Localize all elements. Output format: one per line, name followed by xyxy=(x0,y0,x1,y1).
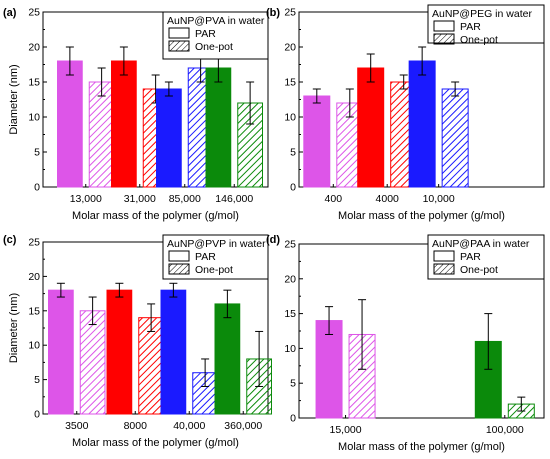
panel-peg: 0 5 10 15 20 25 (b) 400 4000 10,000 Molar mass of … xyxy=(266,4,545,222)
legend-swatch-par xyxy=(168,250,190,262)
panel-paa: 0 5 10 15 20 25 (d) 15,000 100,000 Molar mass of … xyxy=(266,234,545,453)
y-tick-label: 10 xyxy=(28,340,40,352)
x-axis-title: Molar mass of the polymer (g/mol) xyxy=(338,210,505,222)
y-tick-label: 15 xyxy=(28,77,40,89)
bar-par-2 xyxy=(111,60,137,188)
legend-entry-par: PAR xyxy=(195,28,216,40)
bar-par-4 xyxy=(205,67,232,188)
bar-par-1 xyxy=(315,320,343,419)
y-tick-label: 0 xyxy=(290,182,296,194)
y-tick-label: 20 xyxy=(28,42,40,54)
bar-par-3 xyxy=(408,60,436,188)
panel-label: (d) xyxy=(266,234,280,246)
bar-par-1 xyxy=(57,60,83,188)
x-tick-label: 85,000 xyxy=(169,193,201,205)
x-axis-title: Molar mass of the polymer (g/mol) xyxy=(72,210,239,222)
legend-title: AuNP@PEG in water xyxy=(432,8,532,20)
legend-entry-par: PAR xyxy=(460,21,481,33)
x-axis-title: Molar mass of the polymer (g/mol) xyxy=(72,437,239,449)
legend-entry-one-pot: One-pot xyxy=(460,264,498,276)
x-tick-label: 400 xyxy=(325,193,343,205)
legend-swatch-one-pot xyxy=(168,40,190,52)
y-tick-label: 25 xyxy=(284,239,296,251)
panel-pvp: 0 5 10 15 20 25 Diameter (nm) (c) 3500 8000 40,000… xyxy=(3,234,272,449)
x-tick-label: 8000 xyxy=(124,420,148,432)
bar-par-1 xyxy=(48,289,74,415)
y-tick-label: 5 xyxy=(34,147,40,159)
bar-one-pot-3 xyxy=(441,88,469,188)
x-tick-label: 15,000 xyxy=(329,424,361,436)
y-tick-label: 10 xyxy=(284,112,296,124)
y-tick-label: 15 xyxy=(284,308,296,320)
legend-entry-par: PAR xyxy=(460,251,481,263)
y-tick-label: 0 xyxy=(34,409,40,421)
y-tick-label: 5 xyxy=(290,378,296,390)
x-tick-label: 3500 xyxy=(65,420,89,432)
x-tick-label: 146,000 xyxy=(215,193,253,205)
legend-swatch-one-pot xyxy=(168,263,190,275)
y-tick-label: 20 xyxy=(284,42,296,54)
bar-one-pot-1 xyxy=(88,81,115,188)
panel-pva: 0 5 10 15 20 25 Diameter (nm) (a) 13,000 31,000 85… xyxy=(3,7,269,222)
bar-par-3 xyxy=(156,88,182,188)
legend-swatch-one-pot xyxy=(433,263,455,275)
y-tick-label: 25 xyxy=(284,7,296,19)
bar-one-pot-1 xyxy=(79,310,106,415)
y-tick-label: 25 xyxy=(28,7,40,19)
bar-par-3 xyxy=(160,289,187,415)
x-tick-label: 4000 xyxy=(376,193,400,205)
y-tick-label: 15 xyxy=(28,305,40,317)
y-tick-label: 5 xyxy=(290,147,296,159)
y-tick-label: 25 xyxy=(28,237,40,249)
x-tick-label: 13,000 xyxy=(70,193,102,205)
y-tick-label: 0 xyxy=(34,182,40,194)
panel-label: (c) xyxy=(3,234,17,246)
bar-par-1 xyxy=(303,95,331,188)
bar-one-pot-2 xyxy=(138,317,164,415)
panel-label: (b) xyxy=(266,7,280,19)
legend-title: AuNP@PVA in water xyxy=(167,15,265,27)
y-tick-label: 20 xyxy=(284,273,296,285)
y-tick-label: 15 xyxy=(284,77,296,89)
legend-title: AuNP@PAA in water xyxy=(432,238,530,250)
legend-swatch-par xyxy=(433,250,455,262)
legend-entry-par: PAR xyxy=(195,251,216,263)
y-axis-title: Diameter (nm) xyxy=(8,293,20,363)
bar-par-2 xyxy=(357,67,385,188)
x-tick-label: 40,000 xyxy=(173,420,205,432)
legend-title: AuNP@PVP in water xyxy=(167,238,266,250)
x-tick-label: 360,000 xyxy=(224,420,262,432)
x-tick-label: 10,000 xyxy=(423,193,455,205)
y-tick-label: 20 xyxy=(28,271,40,283)
x-tick-label: 100,000 xyxy=(486,424,524,436)
legend-entry-one-pot: One-pot xyxy=(460,34,498,46)
legend-swatch-one-pot xyxy=(433,33,455,45)
x-tick-label: 31,000 xyxy=(124,193,156,205)
legend-swatch-par xyxy=(168,27,190,39)
legend-entry-one-pot: One-pot xyxy=(195,41,233,53)
bar-par-4 xyxy=(214,303,241,415)
y-tick-label: 10 xyxy=(284,343,296,355)
y-tick-label: 5 xyxy=(34,374,40,386)
y-axis-title: Diameter (nm) xyxy=(8,64,20,134)
bar-par-2 xyxy=(106,289,133,415)
y-tick-label: 10 xyxy=(28,112,40,124)
legend-entry-one-pot: One-pot xyxy=(195,264,233,276)
x-axis-title: Molar mass of the polymer (g/mol) xyxy=(338,441,505,453)
y-tick-label: 0 xyxy=(290,413,296,425)
panel-label: (a) xyxy=(3,7,17,19)
legend-swatch-par xyxy=(433,20,455,32)
